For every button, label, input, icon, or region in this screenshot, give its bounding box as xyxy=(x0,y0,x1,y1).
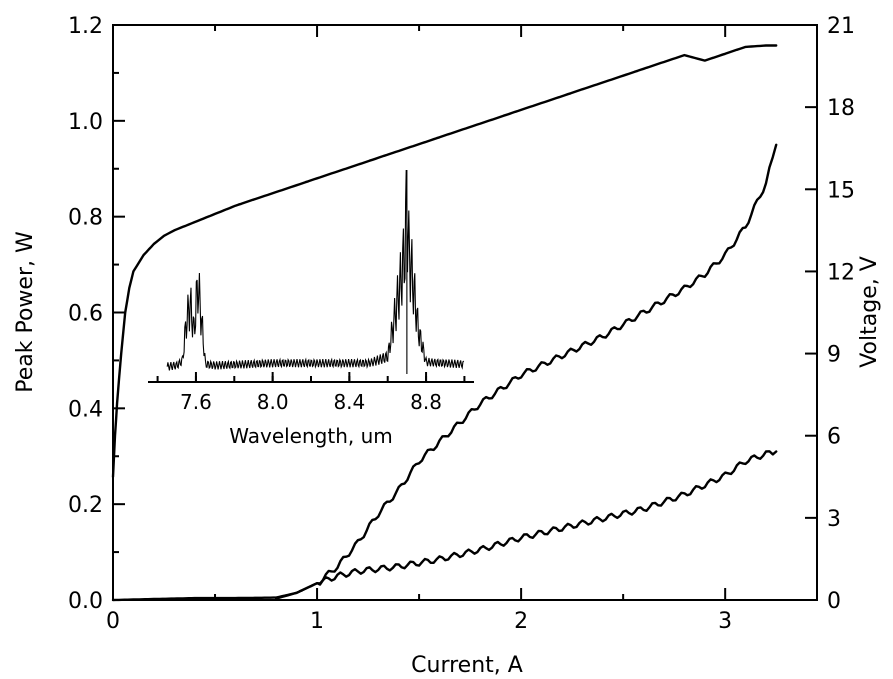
y-axis-ticks: 0.0 0.2 0.4 0.6 0.8 1.0 1.2 xyxy=(68,14,125,614)
y2-tick-label: 21 xyxy=(827,14,855,39)
y2-tick-label: 12 xyxy=(827,260,855,285)
series-line-3 xyxy=(275,450,778,600)
inset-x-tick-label: 8.4 xyxy=(333,390,365,414)
series-line-1 xyxy=(111,44,778,478)
inset-x-axis-title: Wavelength, um xyxy=(229,424,393,448)
y2-tick-label: 3 xyxy=(827,507,841,532)
y2-axis-title: Voltage, V xyxy=(857,256,882,368)
y2-axis-ticks: 0 3 6 9 12 15 18 21 xyxy=(805,14,855,614)
y-tick-label: 0.2 xyxy=(68,493,103,518)
y-tick-label: 0.0 xyxy=(68,589,103,614)
inset-series-group xyxy=(166,169,465,374)
y-tick-label: 0.6 xyxy=(68,302,103,327)
y-tick-label: 0.8 xyxy=(68,206,103,231)
y2-tick-label: 9 xyxy=(827,343,841,368)
inset-x-tick-label: 8.8 xyxy=(410,390,442,414)
x-tick-label: 3 xyxy=(718,609,732,634)
x-axis-ticks: 0 1 2 3 xyxy=(106,25,732,634)
y2-tick-label: 18 xyxy=(827,96,855,121)
x-tick-label: 0 xyxy=(106,609,120,634)
x-tick-label: 1 xyxy=(310,609,324,634)
series-group xyxy=(111,44,778,602)
inset-spectrum-line xyxy=(166,169,465,371)
y-tick-label: 1.2 xyxy=(68,14,103,39)
inset-spectrum: 7.6 8.0 8.4 8.8 Wavelength, um xyxy=(148,169,474,448)
inset-x-ticks: 7.6 8.0 8.4 8.8 xyxy=(156,372,466,414)
x-axis-title: Current, A xyxy=(411,653,523,678)
series-line-2 xyxy=(111,143,778,602)
y-tick-label: 1.0 xyxy=(68,110,103,135)
inset-x-tick-label: 7.6 xyxy=(180,390,212,414)
plot-frame xyxy=(112,24,818,601)
y-axis-title: Peak Power, W xyxy=(13,231,38,393)
x-tick-label: 2 xyxy=(514,609,528,634)
y2-tick-label: 6 xyxy=(827,425,841,450)
y-tick-label: 0.4 xyxy=(68,397,103,422)
inset-x-tick-label: 8.0 xyxy=(257,390,289,414)
y2-tick-label: 15 xyxy=(827,178,855,203)
y2-tick-label: 0 xyxy=(827,589,841,614)
